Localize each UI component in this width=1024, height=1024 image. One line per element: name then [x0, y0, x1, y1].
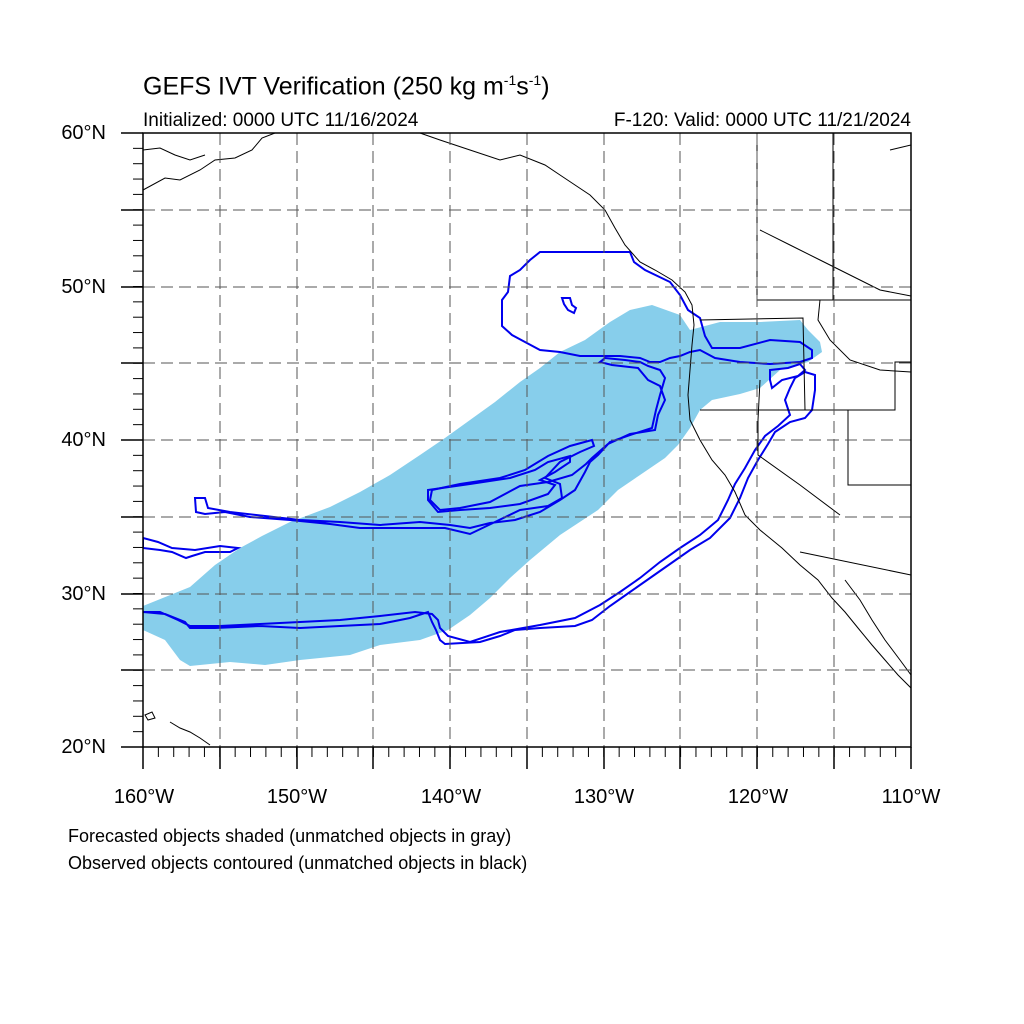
observed-contour-small: [560, 297, 578, 315]
observed-contour-east: [769, 362, 807, 390]
lon-label-140w: 140°W: [420, 786, 482, 808]
coastlines: [143, 133, 911, 746]
observed-contour-north: [501, 251, 813, 366]
forecast-ivt-object: [143, 305, 822, 666]
lon-label-130w: 130°W: [573, 786, 635, 808]
lon-label-120w: 120°W: [727, 786, 789, 808]
observed-contour-inner: [427, 454, 571, 514]
lon-label-110w: 110°W: [881, 786, 941, 808]
map-title: GEFS IVT Verification (250 kg m-1s-1): [143, 72, 550, 101]
initialized-time: Initialized: 0000 UTC 11/16/2024: [143, 110, 419, 131]
graticule: [143, 133, 911, 747]
valid-time: F-120: Valid: 0000 UTC 11/21/2024: [613, 110, 911, 131]
lat-label-50n: 50°N: [61, 276, 106, 298]
lat-label-60n: 60°N: [61, 122, 106, 144]
minor-ticks: [133, 132, 912, 757]
lat-label-40n: 40°N: [61, 429, 106, 451]
lat-label-20n: 20°N: [61, 736, 106, 758]
lon-label-150w: 150°W: [266, 786, 328, 808]
observed-contour-south: [143, 370, 816, 646]
forecast-note: Forecasted objects shaded (unmatched obj…: [68, 826, 512, 846]
observed-note: Observed objects contoured (unmatched ob…: [68, 853, 528, 873]
lat-label-30n: 30°N: [61, 583, 106, 605]
observed-contour-west: [143, 536, 242, 560]
lon-label-160w: 160°W: [113, 786, 175, 808]
